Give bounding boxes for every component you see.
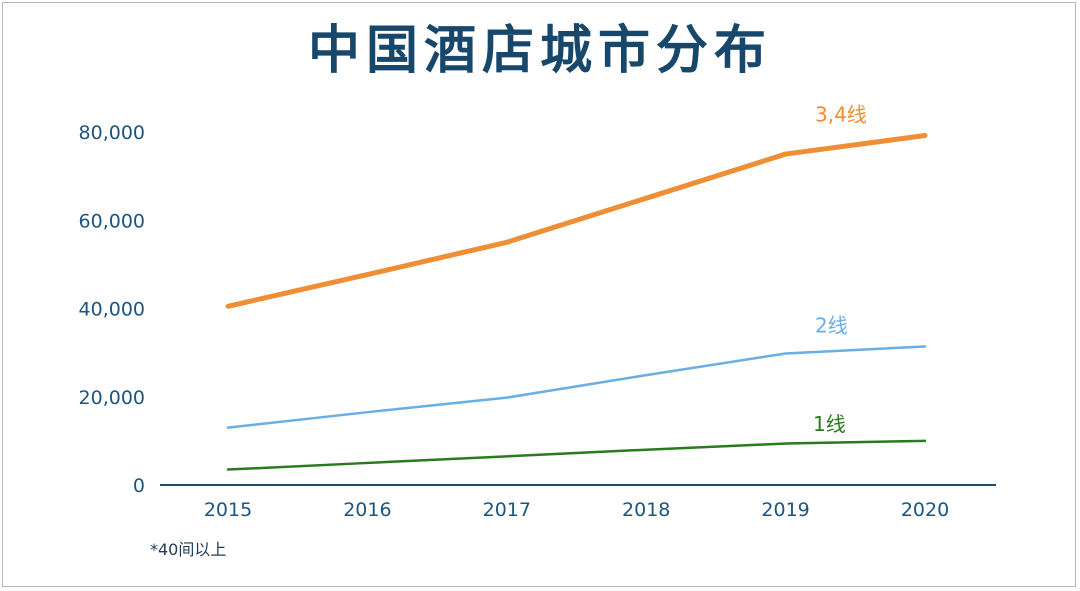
y-tick-label: 0 xyxy=(133,475,145,497)
series-label: 2线 xyxy=(815,313,848,337)
x-tick-label: 2018 xyxy=(622,499,670,521)
series-line xyxy=(226,345,927,429)
x-tick-label: 2019 xyxy=(761,499,809,521)
x-tick-label: 2017 xyxy=(483,499,531,521)
x-tick-label: 2015 xyxy=(204,499,252,521)
y-tick-label: 80,000 xyxy=(79,122,145,144)
y-tick-label: 60,000 xyxy=(79,210,145,232)
x-tick-label: 2020 xyxy=(901,499,949,521)
footnote: *40间以上 xyxy=(150,540,227,559)
x-tick-label: 2016 xyxy=(343,499,391,521)
series-line xyxy=(226,439,927,471)
chart-title: 中国酒店城市分布 xyxy=(307,20,772,81)
y-tick-label: 40,000 xyxy=(79,299,145,321)
series-label: 3,4线 xyxy=(815,103,867,127)
y-tick-label: 20,000 xyxy=(79,387,145,409)
series-line xyxy=(225,133,928,309)
series-label: 1线 xyxy=(813,412,846,436)
